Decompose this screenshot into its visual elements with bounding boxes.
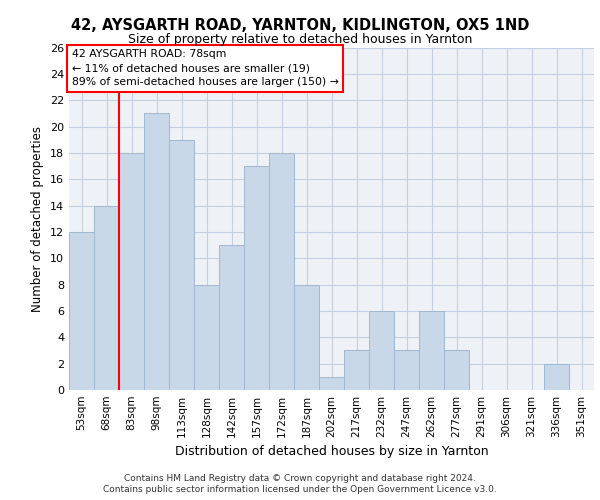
Bar [444, 350, 469, 390]
Bar [94, 206, 119, 390]
Bar [244, 166, 269, 390]
Text: 42 AYSGARTH ROAD: 78sqm
← 11% of detached houses are smaller (19)
89% of semi-de: 42 AYSGARTH ROAD: 78sqm ← 11% of detache… [71, 49, 338, 87]
Bar [369, 311, 394, 390]
Bar [119, 153, 144, 390]
Bar [544, 364, 569, 390]
Text: Size of property relative to detached houses in Yarnton: Size of property relative to detached ho… [128, 32, 472, 46]
Bar [219, 245, 244, 390]
X-axis label: Distribution of detached houses by size in Yarnton: Distribution of detached houses by size … [175, 446, 488, 458]
Bar [269, 153, 294, 390]
Text: Contains HM Land Registry data © Crown copyright and database right 2024.
Contai: Contains HM Land Registry data © Crown c… [103, 474, 497, 494]
Bar [394, 350, 419, 390]
Text: 42, AYSGARTH ROAD, YARNTON, KIDLINGTON, OX5 1ND: 42, AYSGARTH ROAD, YARNTON, KIDLINGTON, … [71, 18, 529, 32]
Bar [294, 284, 319, 390]
Bar [319, 377, 344, 390]
Bar [69, 232, 94, 390]
Bar [144, 114, 169, 390]
Bar [194, 284, 219, 390]
Bar [419, 311, 444, 390]
Bar [344, 350, 369, 390]
Y-axis label: Number of detached properties: Number of detached properties [31, 126, 44, 312]
Bar [169, 140, 194, 390]
